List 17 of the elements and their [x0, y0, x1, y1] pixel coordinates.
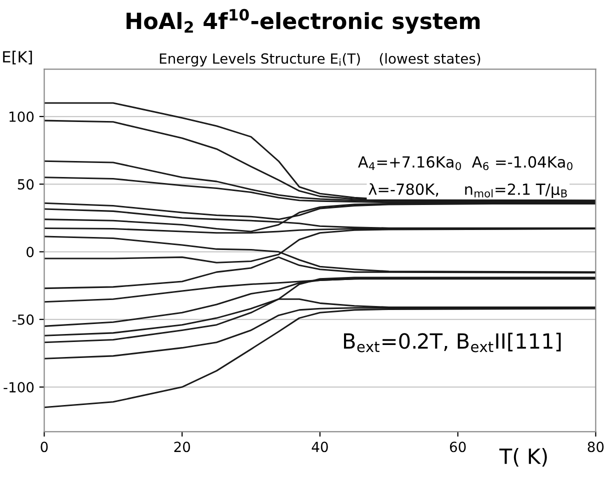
y-tick-label: 50 — [18, 179, 34, 190]
x-tick-label: 0 — [40, 442, 48, 452]
x-tick-label: 80 — [588, 442, 604, 452]
y-axis-title: E[K] — [3, 50, 32, 64]
y-tick-label: -100 — [4, 382, 34, 393]
chart-title: HoAl$_{2}$ 4f$^{10}$-electronic system — [126, 8, 480, 34]
x-axis-title: T( K) — [499, 448, 547, 467]
annotation: B$_{ext}$=0.2T, B$_{ext}$II[111] — [344, 332, 561, 352]
x-tick-label: 40 — [312, 442, 328, 452]
y-tick-label: 100 — [10, 111, 34, 122]
x-tick-label: 60 — [450, 442, 466, 452]
annotation: λ=-780K, n$_{mol}$=2.1 T/μ$_{B}$ — [368, 183, 567, 198]
y-tick-label: -50 — [12, 314, 34, 325]
x-tick-label: 20 — [174, 442, 190, 452]
y-tick-label: 0 — [26, 246, 34, 258]
chart-subtitle: Energy Levels Structure E$_{i}$(T) (lowest states) — [160, 53, 480, 66]
annotation: A$_{4}$=+7.16Ka$_{0}$ A$_{6}$ =-1.04Ka$_{0}$ — [358, 156, 572, 170]
